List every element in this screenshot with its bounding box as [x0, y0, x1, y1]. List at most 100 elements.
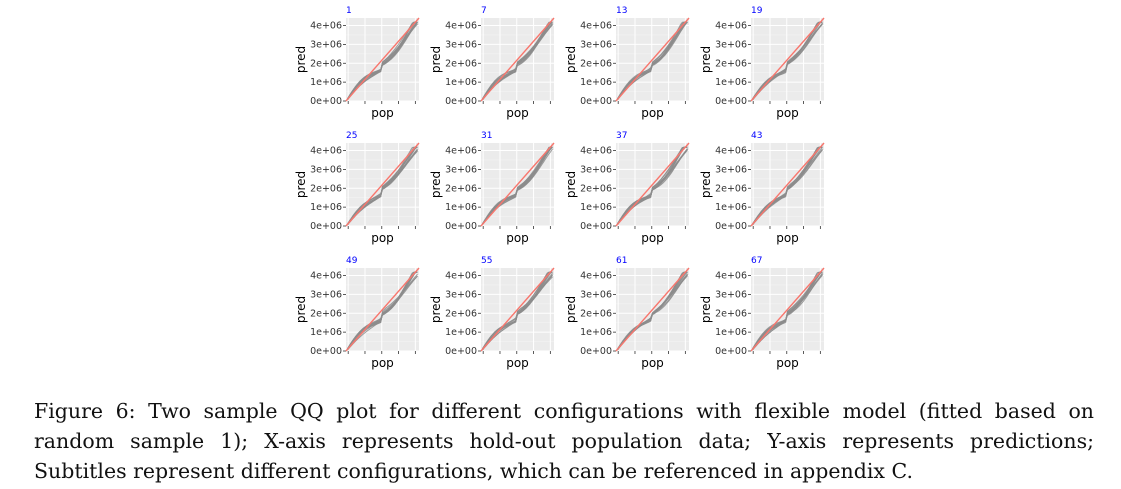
qq-curve: [482, 146, 553, 225]
y-tick-label: 0e+00: [310, 221, 342, 232]
y-tick-label: 2e+06: [310, 183, 342, 194]
x-axis-label: pop: [776, 106, 799, 120]
y-axis-label: pred: [294, 296, 308, 323]
x-axis-label: pop: [776, 231, 799, 245]
y-tick-label: 1e+06: [580, 77, 612, 88]
y-tick-label: 0e+00: [445, 96, 477, 107]
y-tick-label: 1e+06: [715, 202, 747, 213]
y-tick-label: 1e+06: [445, 202, 477, 213]
y-tick-label: 4e+06: [445, 146, 477, 157]
reference-line: [480, 17, 555, 102]
y-tick-label: 4e+06: [715, 271, 747, 282]
y-tick-label: 3e+06: [715, 289, 747, 300]
x-axis-label: pop: [641, 356, 664, 370]
reference-line: [750, 142, 825, 227]
y-tick-label: 0e+00: [445, 221, 477, 232]
y-tick-label: 3e+06: [445, 39, 477, 50]
y-tick-label: 0e+00: [310, 346, 342, 357]
y-tick-label: 0e+00: [715, 346, 747, 357]
panel-title: 55: [481, 256, 492, 266]
y-tick-label: 3e+06: [445, 164, 477, 175]
y-tick-label: 2e+06: [715, 58, 747, 69]
y-axis-label: pred: [699, 171, 713, 198]
y-axis-label: pred: [429, 46, 443, 73]
reference-line: [750, 17, 825, 102]
reference-line: [750, 267, 825, 352]
y-tick-label: 0e+00: [715, 96, 747, 107]
y-tick-label: 4e+06: [310, 21, 342, 32]
y-tick-label: 2e+06: [715, 308, 747, 319]
y-tick-label: 0e+00: [580, 96, 612, 107]
y-tick-label: 2e+06: [580, 183, 612, 194]
y-tick-label: 3e+06: [580, 164, 612, 175]
y-tick-label: 3e+06: [580, 289, 612, 300]
panel-title: 49: [346, 256, 358, 266]
y-tick-label: 4e+06: [715, 146, 747, 157]
panel-67: 67 0e+00 1e+06 2e+06 3e+06 4e+06 pop pred: [699, 256, 825, 370]
panel-title: 19: [751, 6, 763, 16]
qq-curve: [752, 148, 823, 226]
qq-curve: [617, 274, 688, 350]
y-tick-label: 0e+00: [580, 221, 612, 232]
y-tick-label: 2e+06: [445, 183, 477, 194]
qq-curve: [347, 271, 418, 350]
y-tick-label: 3e+06: [715, 39, 747, 50]
x-axis-label: pop: [506, 356, 529, 370]
panel-title: 31: [481, 131, 492, 141]
reference-line: [615, 267, 690, 352]
y-tick-label: 1e+06: [445, 327, 477, 338]
y-tick-label: 4e+06: [715, 21, 747, 32]
y-tick-label: 2e+06: [445, 58, 477, 69]
y-tick-label: 3e+06: [310, 164, 342, 175]
y-axis-label: pred: [564, 296, 578, 323]
y-tick-label: 4e+06: [310, 271, 342, 282]
panel-37: 37 0e+00 1e+06 2e+06 3e+06 4e+06 pop pred: [564, 131, 690, 245]
y-tick-label: 3e+06: [445, 289, 477, 300]
y-tick-label: 3e+06: [715, 164, 747, 175]
qq-curve: [752, 22, 823, 100]
panel-13: 13 0e+00 1e+06 2e+06 3e+06 4e+06 pop pred: [564, 6, 690, 120]
panel-43: 43 0e+00 1e+06 2e+06 3e+06 4e+06 pop pred: [699, 131, 825, 245]
y-tick-label: 4e+06: [580, 271, 612, 282]
x-axis-label: pop: [641, 106, 664, 120]
y-tick-label: 1e+06: [310, 202, 342, 213]
y-axis-label: pred: [699, 46, 713, 73]
y-tick-label: 2e+06: [445, 308, 477, 319]
x-axis-label: pop: [371, 356, 394, 370]
x-axis-label: pop: [371, 231, 394, 245]
panel-title: 7: [481, 6, 487, 16]
y-tick-label: 1e+06: [445, 77, 477, 88]
y-tick-label: 1e+06: [310, 327, 342, 338]
y-tick-label: 0e+00: [580, 346, 612, 357]
panel-19: 19 0e+00 1e+06 2e+06 3e+06 4e+06 pop pred: [699, 6, 825, 120]
panel-title: 67: [751, 256, 762, 266]
y-tick-label: 4e+06: [310, 146, 342, 157]
y-tick-label: 2e+06: [580, 58, 612, 69]
x-axis-label: pop: [641, 231, 664, 245]
y-tick-label: 0e+00: [445, 346, 477, 357]
panel-title: 61: [616, 256, 627, 266]
y-tick-label: 1e+06: [580, 327, 612, 338]
y-axis-label: pred: [564, 46, 578, 73]
panel-1: 1 0e+00 1e+06 2e+06 3e+06 4e+06 pop pred: [294, 6, 420, 120]
panel-title: 1: [346, 6, 352, 16]
figure-caption: Figure 6: Two sample QQ plot for differe…: [34, 399, 1094, 483]
y-tick-label: 2e+06: [310, 308, 342, 319]
reference-line: [345, 17, 420, 102]
qq-plot-grid: 10e+001e+062e+063e+064e+06poppred70e+001…: [294, 6, 825, 370]
panel-25: 25 0e+00 1e+06 2e+06 3e+06 4e+06 pop pred: [294, 131, 420, 245]
y-tick-label: 1e+06: [310, 77, 342, 88]
y-tick-label: 1e+06: [715, 77, 747, 88]
y-tick-label: 4e+06: [580, 146, 612, 157]
panel-title: 13: [616, 6, 627, 16]
y-tick-label: 0e+00: [310, 96, 342, 107]
reference-line: [480, 267, 555, 352]
reference-line: [480, 142, 555, 227]
qq-curve: [347, 22, 418, 100]
y-axis-label: pred: [294, 171, 308, 198]
y-axis-label: pred: [429, 171, 443, 198]
y-tick-label: 4e+06: [445, 21, 477, 32]
reference-line: [615, 17, 690, 102]
reference-line: [345, 142, 420, 227]
reference-line: [615, 142, 690, 227]
